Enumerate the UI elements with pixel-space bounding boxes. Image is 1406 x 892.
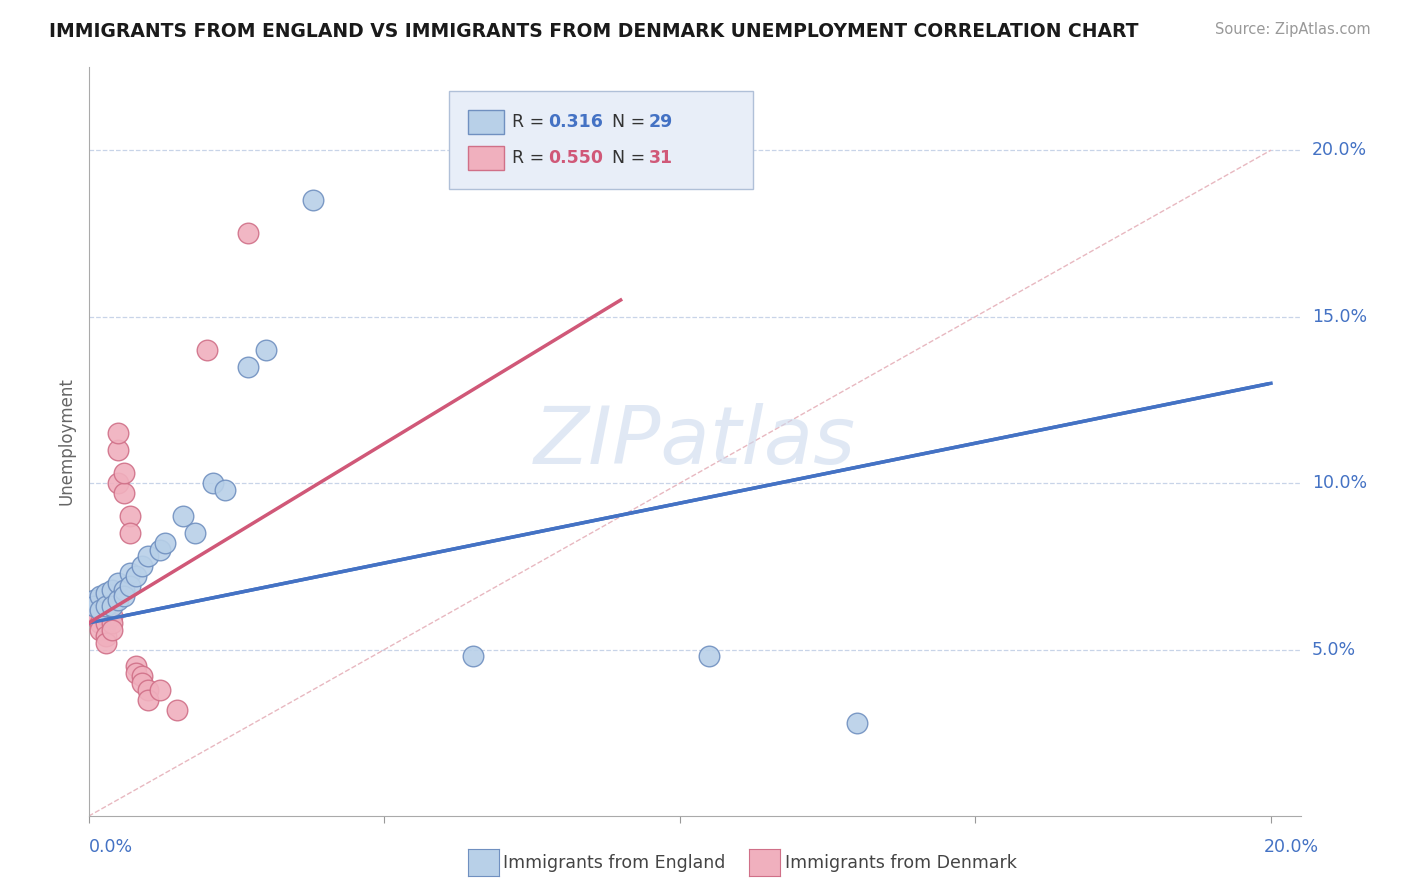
Y-axis label: Unemployment: Unemployment — [58, 377, 76, 506]
Point — [118, 509, 141, 524]
Point — [131, 559, 153, 574]
Text: R =: R = — [512, 113, 550, 131]
Text: 5.0%: 5.0% — [1312, 640, 1355, 658]
Point — [195, 343, 218, 357]
Point — [112, 486, 135, 500]
Point — [125, 569, 148, 583]
Point — [83, 603, 105, 617]
Point — [83, 592, 105, 607]
Point — [125, 665, 148, 680]
Text: 29: 29 — [648, 113, 672, 131]
Point — [125, 659, 148, 673]
Point — [699, 649, 721, 664]
Text: R =: R = — [512, 149, 550, 167]
Point — [89, 623, 111, 637]
Point — [89, 603, 111, 617]
Text: 20.0%: 20.0% — [1264, 838, 1319, 855]
Point — [136, 682, 159, 697]
FancyBboxPatch shape — [468, 145, 505, 169]
Point — [131, 676, 153, 690]
Point — [107, 442, 129, 457]
Point — [118, 526, 141, 541]
Point — [118, 579, 141, 593]
Text: 0.0%: 0.0% — [89, 838, 132, 855]
Point — [166, 703, 188, 717]
Point — [136, 692, 159, 706]
Point — [101, 582, 124, 597]
Text: 31: 31 — [648, 149, 672, 167]
Text: 0.550: 0.550 — [548, 149, 603, 167]
Point — [846, 715, 869, 730]
Point — [96, 599, 118, 614]
Point — [112, 582, 135, 597]
Point — [83, 599, 105, 614]
Text: 15.0%: 15.0% — [1312, 308, 1367, 326]
Point — [96, 615, 118, 630]
Point — [101, 609, 124, 624]
Point — [89, 590, 111, 604]
Text: N =: N = — [602, 149, 651, 167]
Text: Immigrants from Denmark: Immigrants from Denmark — [785, 854, 1017, 871]
Point — [136, 549, 159, 564]
Point — [112, 590, 135, 604]
Point — [101, 615, 124, 630]
Text: 10.0%: 10.0% — [1312, 475, 1367, 492]
Point — [89, 615, 111, 630]
Point — [214, 483, 236, 497]
Point — [461, 649, 484, 664]
Text: Source: ZipAtlas.com: Source: ZipAtlas.com — [1215, 22, 1371, 37]
Point — [112, 466, 135, 480]
FancyBboxPatch shape — [468, 111, 505, 135]
Point — [96, 599, 118, 614]
Point — [118, 566, 141, 580]
Point — [101, 599, 124, 614]
Text: ZIPatlas: ZIPatlas — [533, 402, 856, 481]
Point — [89, 603, 111, 617]
Point — [148, 542, 170, 557]
Point — [101, 623, 124, 637]
Point — [96, 629, 118, 643]
Point — [184, 526, 207, 541]
Point — [107, 592, 129, 607]
Point — [302, 193, 325, 207]
Point — [131, 669, 153, 683]
Point — [172, 509, 194, 524]
Point — [238, 227, 260, 241]
FancyBboxPatch shape — [449, 91, 752, 189]
Point — [83, 609, 105, 624]
Point — [254, 343, 277, 357]
Point — [96, 609, 118, 624]
Point — [155, 536, 177, 550]
Point — [107, 426, 129, 441]
Text: 20.0%: 20.0% — [1312, 141, 1367, 159]
Point — [83, 596, 105, 610]
Point — [201, 476, 224, 491]
Text: N =: N = — [602, 113, 651, 131]
Point — [238, 359, 260, 374]
Point — [148, 682, 170, 697]
Text: IMMIGRANTS FROM ENGLAND VS IMMIGRANTS FROM DENMARK UNEMPLOYMENT CORRELATION CHAR: IMMIGRANTS FROM ENGLAND VS IMMIGRANTS FR… — [49, 22, 1139, 41]
Text: 0.316: 0.316 — [548, 113, 603, 131]
Point — [96, 636, 118, 650]
Point — [96, 586, 118, 600]
Point — [107, 476, 129, 491]
Point — [107, 576, 129, 591]
Text: Immigrants from England: Immigrants from England — [503, 854, 725, 871]
